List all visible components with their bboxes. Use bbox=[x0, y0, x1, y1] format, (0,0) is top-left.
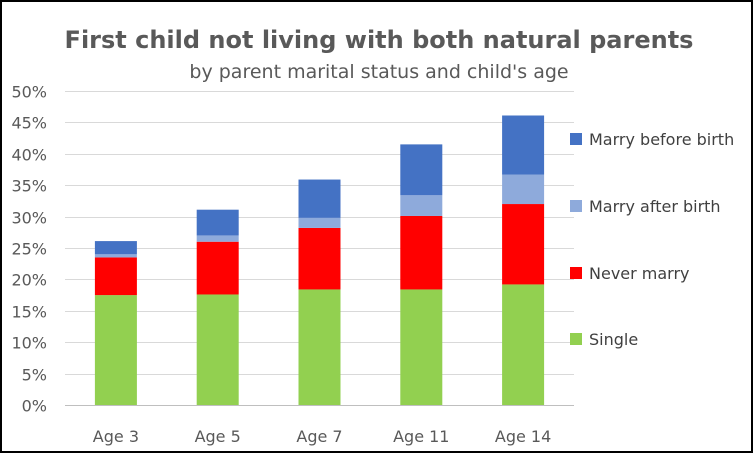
y-tick-label: 15% bbox=[11, 303, 47, 322]
legend-label-marry-after-birth: Marry after birth bbox=[589, 197, 721, 216]
chart-subtitle: by parent marital status and child's age bbox=[189, 61, 568, 83]
y-tick-label: 45% bbox=[11, 114, 47, 133]
bar-segment-marry-before-birth bbox=[298, 179, 341, 218]
bar-segment-marry-before-birth bbox=[400, 144, 443, 196]
bar-segment-single bbox=[502, 284, 545, 405]
chart-title: First child not living with both natural… bbox=[65, 26, 694, 54]
x-tick-label: Age 7 bbox=[296, 427, 342, 446]
legend-swatch-never-marry bbox=[570, 267, 582, 279]
bar-segment-never-marry bbox=[298, 227, 341, 290]
y-tick-label: 40% bbox=[11, 146, 47, 165]
y-tick-label: 30% bbox=[11, 209, 47, 228]
y-tick-label: 20% bbox=[11, 271, 47, 290]
y-tick-label: 50% bbox=[11, 83, 47, 102]
x-axis-ticks: Age 3 Age 5 Age 7 Age 11 Age 14 bbox=[93, 427, 552, 446]
legend-label-marry-before-birth: Marry before birth bbox=[589, 130, 734, 149]
x-tick-label: Age 11 bbox=[393, 427, 449, 446]
bar-segment-single bbox=[196, 294, 239, 405]
bar-segment-marry-before-birth bbox=[94, 241, 137, 255]
legend-swatch-marry-after-birth bbox=[570, 200, 582, 212]
bar-segment-never-marry bbox=[94, 257, 137, 296]
legend-label-never-marry: Never marry bbox=[589, 264, 690, 283]
bars bbox=[94, 115, 545, 405]
bar-segment-marry-after-birth bbox=[400, 195, 443, 216]
bar-segment-marry-after-birth bbox=[94, 254, 137, 258]
x-tick-label: Age 14 bbox=[495, 427, 551, 446]
bar-segment-never-marry bbox=[196, 241, 239, 295]
bar-segment-never-marry bbox=[502, 204, 545, 285]
legend-label-single: Single bbox=[589, 330, 638, 349]
y-tick-label: 10% bbox=[11, 334, 47, 353]
bar-segment-marry-after-birth bbox=[298, 217, 341, 228]
bar-segment-marry-after-birth bbox=[196, 235, 239, 242]
legend-swatch-single bbox=[570, 333, 582, 345]
x-tick-label: Age 5 bbox=[195, 427, 241, 446]
bar-segment-single bbox=[400, 289, 443, 405]
y-tick-label: 0% bbox=[22, 397, 47, 416]
x-tick-label: Age 3 bbox=[93, 427, 139, 446]
bar-segment-single bbox=[298, 289, 341, 405]
bar-segment-single bbox=[94, 295, 137, 405]
legend: Marry before birth Marry after birth Never… bbox=[570, 130, 734, 349]
bar-segment-never-marry bbox=[400, 215, 443, 290]
legend-swatch-marry-before-birth bbox=[570, 133, 582, 145]
y-axis-ticks: 0% 5% 10% 15% 20% 25% 30% 35% 40% 45% 50% bbox=[11, 83, 47, 416]
bar-segment-marry-before-birth bbox=[196, 209, 239, 236]
y-tick-label: 5% bbox=[22, 366, 47, 385]
bar-segment-marry-before-birth bbox=[502, 115, 545, 175]
y-tick-label: 35% bbox=[11, 177, 47, 196]
bar-segment-marry-after-birth bbox=[502, 174, 545, 205]
y-tick-label: 25% bbox=[11, 240, 47, 259]
